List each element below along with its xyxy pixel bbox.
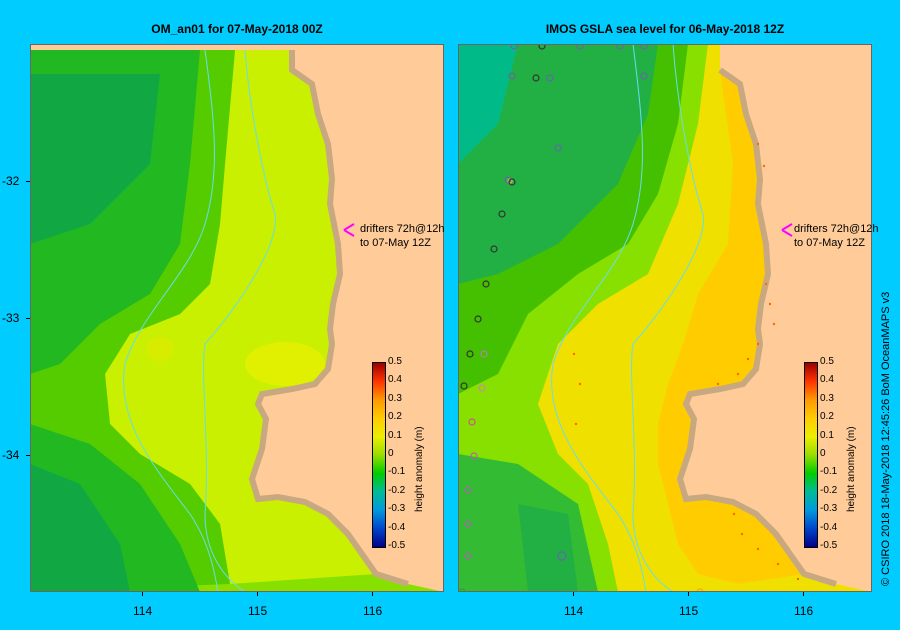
right-panel-title: IMOS GSLA sea level for 06-May-2018 12Z bbox=[545, 22, 785, 36]
drifter-arrow-icon bbox=[343, 223, 355, 237]
colorbar-tick-label: 0.3 bbox=[388, 392, 402, 404]
colorbar-tick-label: -0.1 bbox=[388, 466, 406, 478]
colorbar-tick-label: -0.5 bbox=[388, 540, 406, 551]
lat-tick-left-34: -34 bbox=[2, 448, 20, 462]
colorbar-tick-label: 0.5 bbox=[388, 356, 402, 367]
colorbar-tick-label: 0.2 bbox=[388, 411, 402, 423]
left-colorbar-title: height anomaly (m) bbox=[414, 426, 425, 512]
right-colorbar bbox=[804, 362, 818, 548]
colorbar-tick-label: -0.2 bbox=[820, 484, 838, 496]
right-colorbar-title: height anomaly (m) bbox=[846, 426, 857, 512]
lon-tick-right-116: 116 bbox=[794, 604, 814, 618]
colorbar-tick-label: 0.3 bbox=[820, 392, 834, 404]
credit-text: © CSIRO 2018 18-May-2018 12:45:26 BoM Oc… bbox=[880, 291, 892, 586]
colorbar-tick-label: -0.2 bbox=[388, 484, 406, 496]
colorbar-tick-label: -0.1 bbox=[820, 466, 838, 478]
map-frame bbox=[30, 44, 444, 592]
drifter-label-line1: drifters 72h@12h bbox=[794, 223, 879, 235]
colorbar-tick-label: 0 bbox=[820, 448, 826, 459]
left-drifter-annotation: drifters 72h@12h to 07-May 12Z bbox=[360, 222, 445, 250]
lon-tick-left-114: 114 bbox=[133, 604, 153, 618]
anomaly-contour-darkgreen-south bbox=[518, 504, 578, 592]
isobath-deep bbox=[551, 44, 647, 592]
colorbar-tick-label: -0.5 bbox=[820, 540, 838, 551]
drifter-markers bbox=[458, 44, 704, 592]
colorbar-tick-label: 0.4 bbox=[820, 374, 834, 386]
right-map-panel bbox=[458, 44, 872, 592]
coastline bbox=[248, 50, 409, 587]
lat-tick-left-32: -32 bbox=[2, 174, 20, 188]
isobath-shelf bbox=[631, 44, 704, 592]
anomaly-contour-orange bbox=[658, 70, 804, 584]
anomaly-warm-blob bbox=[245, 342, 325, 386]
left-colorbar bbox=[372, 362, 386, 548]
anomaly-contour-deepgreen-south bbox=[30, 464, 130, 592]
colorbar-tick-label: 0.4 bbox=[388, 374, 402, 386]
left-map-panel bbox=[30, 44, 444, 592]
colorbar-tick-label: -0.3 bbox=[820, 503, 838, 515]
colorbar-tick-label: 0 bbox=[388, 448, 394, 459]
lat-tick-left-33: -33 bbox=[2, 311, 20, 325]
colorbar-tick-label: -0.4 bbox=[820, 521, 838, 533]
colorbar-tick-label: -0.4 bbox=[388, 521, 406, 533]
drifter-track-dots bbox=[572, 142, 800, 581]
anomaly-contour-darkgreen bbox=[458, 44, 658, 284]
colorbar-tick-label: -0.3 bbox=[388, 503, 406, 515]
coastline bbox=[676, 67, 837, 587]
anomaly-contour-teal bbox=[458, 44, 518, 164]
drifter-label-line1: drifters 72h@12h bbox=[360, 223, 445, 235]
left-panel-title: OM_an01 for 07-May-2018 00Z bbox=[151, 22, 323, 36]
left-map-svg bbox=[30, 44, 444, 592]
colorbar-tick-label: 0.1 bbox=[388, 429, 402, 441]
lon-tick-left-116: 116 bbox=[363, 604, 383, 618]
colorbar-tick-label: 0.1 bbox=[820, 429, 834, 441]
colorbar-tick-label: 0.5 bbox=[820, 356, 834, 367]
lon-tick-left-115: 115 bbox=[248, 604, 268, 618]
map-frame bbox=[458, 44, 872, 592]
anomaly-contour-deepgreen-north bbox=[30, 74, 160, 244]
lon-tick-right-114: 114 bbox=[564, 604, 584, 618]
lon-tick-right-115: 115 bbox=[679, 604, 699, 618]
right-drifter-annotation: drifters 72h@12h to 07-May 12Z bbox=[794, 222, 879, 250]
anomaly-contour-yellow bbox=[105, 50, 376, 584]
drifter-arrow-icon bbox=[781, 223, 793, 237]
right-map-svg bbox=[458, 44, 872, 592]
anomaly-warm-spot bbox=[146, 337, 174, 361]
isobath-deep bbox=[123, 49, 219, 592]
colorbar-tick-label: 0.2 bbox=[820, 411, 834, 423]
drifter-label-line2: to 07-May 12Z bbox=[360, 237, 431, 249]
drifter-label-line2: to 07-May 12Z bbox=[794, 237, 865, 249]
isobath-shelf bbox=[203, 49, 276, 592]
